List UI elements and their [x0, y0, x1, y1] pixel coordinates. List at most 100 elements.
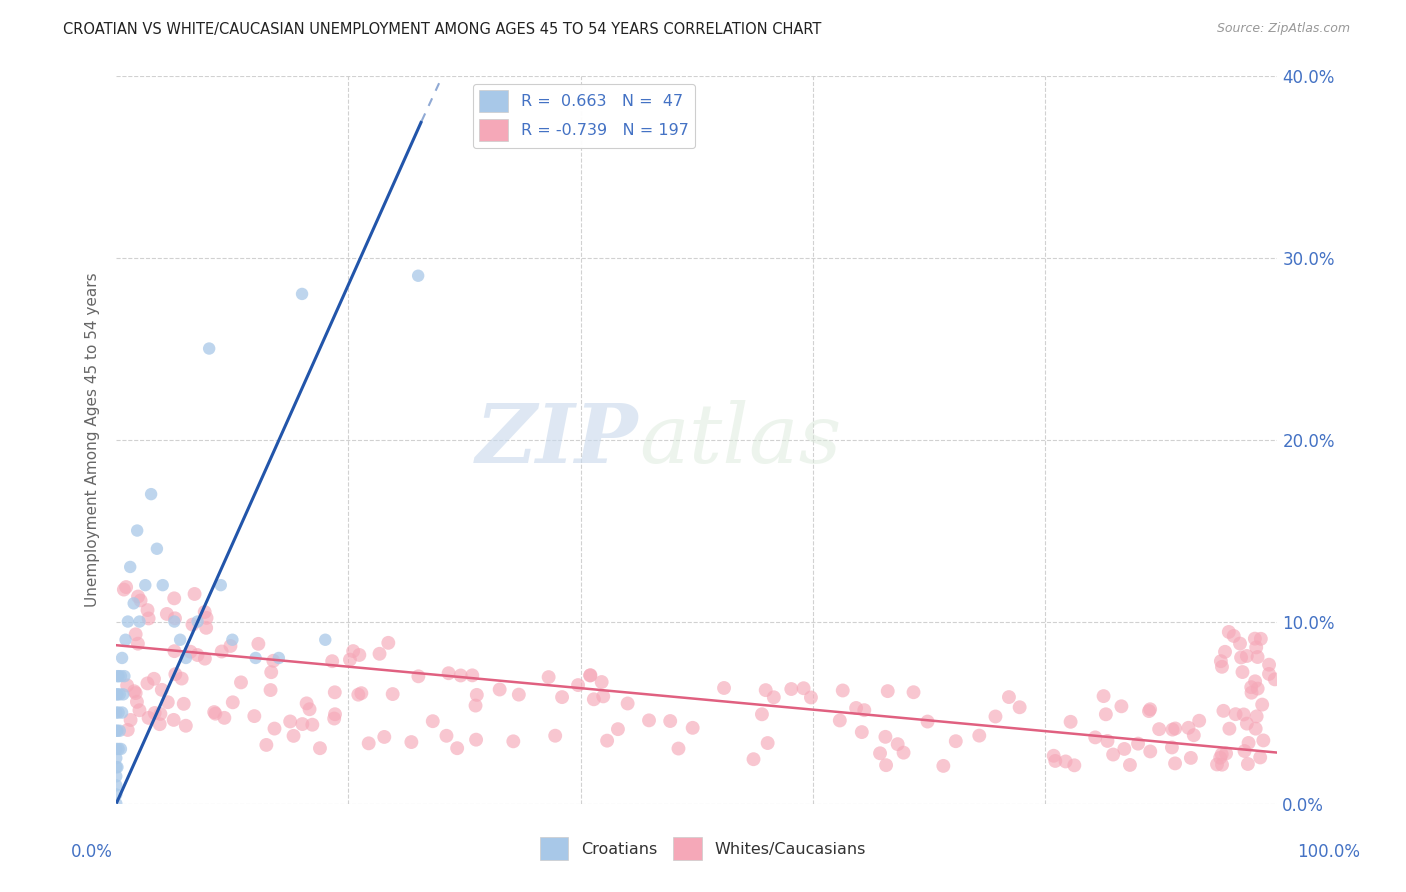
Point [350, 686, 373, 700]
Point [1211, 757, 1233, 772]
Point [1139, 744, 1161, 758]
Point [194, 605, 217, 619]
Point [373, 730, 395, 744]
Point [169, 632, 191, 647]
Point [105, 778, 128, 792]
Point [1250, 632, 1272, 646]
Point [436, 729, 458, 743]
Point [551, 690, 574, 705]
Point [127, 637, 149, 651]
Point [301, 717, 323, 731]
Point [875, 758, 897, 772]
Point [984, 709, 1007, 723]
Point [1240, 686, 1263, 700]
Point [323, 685, 346, 699]
Point [1059, 714, 1081, 729]
Point [105, 797, 128, 811]
Point [932, 759, 955, 773]
Point [1188, 714, 1211, 728]
Point [488, 682, 510, 697]
Point [138, 611, 160, 625]
Point [756, 736, 779, 750]
Point [1054, 755, 1077, 769]
Point [1244, 674, 1267, 689]
Point [828, 714, 851, 728]
Point [105, 687, 128, 701]
Point [945, 734, 967, 748]
Point [437, 666, 460, 681]
Point [1251, 698, 1274, 712]
Point [596, 733, 619, 747]
Point [1161, 740, 1184, 755]
Point [1246, 650, 1268, 665]
Point [1236, 648, 1258, 663]
Point [659, 714, 682, 728]
Point [112, 582, 135, 597]
Point [174, 651, 197, 665]
Point [508, 688, 530, 702]
Point [780, 681, 803, 696]
Point [204, 706, 226, 721]
Point [567, 678, 589, 692]
Point [591, 675, 613, 690]
Point [163, 591, 186, 606]
Point [579, 668, 602, 682]
Point [1114, 742, 1136, 756]
Point [342, 644, 364, 658]
Point [263, 722, 285, 736]
Point [1119, 758, 1142, 772]
Point [1063, 758, 1085, 772]
Point [969, 729, 991, 743]
Point [186, 648, 208, 662]
Point [128, 615, 150, 629]
Point [1258, 657, 1281, 672]
Point [800, 690, 823, 705]
Point [1008, 700, 1031, 714]
Point [211, 644, 233, 658]
Point [1249, 750, 1271, 764]
Point [219, 639, 242, 653]
Point [173, 697, 195, 711]
Point [245, 651, 267, 665]
Point [295, 697, 318, 711]
Point [582, 692, 605, 706]
Point [1092, 689, 1115, 703]
Point [156, 607, 179, 621]
Point [314, 632, 336, 647]
Point [465, 732, 488, 747]
Point [1209, 750, 1232, 764]
Point [1212, 704, 1234, 718]
Point [125, 695, 148, 709]
Point [120, 560, 142, 574]
Point [1164, 722, 1187, 736]
Point [377, 636, 399, 650]
Point [853, 703, 876, 717]
Point [1246, 709, 1268, 723]
Point [321, 654, 343, 668]
Point [127, 590, 149, 604]
Point [1215, 747, 1237, 761]
Point [1232, 665, 1254, 679]
Point [150, 682, 173, 697]
Point [607, 722, 630, 736]
Point [181, 617, 204, 632]
Point [163, 615, 186, 629]
Point [762, 690, 785, 705]
Point [298, 702, 321, 716]
Point [406, 268, 429, 283]
Point [755, 683, 778, 698]
Point [221, 632, 243, 647]
Point [1177, 721, 1199, 735]
Point [267, 651, 290, 665]
Point [1211, 660, 1233, 674]
Point [107, 760, 129, 774]
Point [127, 524, 149, 538]
Point [893, 746, 915, 760]
Point [1244, 722, 1267, 736]
Point [139, 487, 162, 501]
Point [1218, 624, 1240, 639]
Point [247, 637, 270, 651]
Point [1111, 699, 1133, 714]
Point [122, 596, 145, 610]
Point [117, 723, 139, 737]
